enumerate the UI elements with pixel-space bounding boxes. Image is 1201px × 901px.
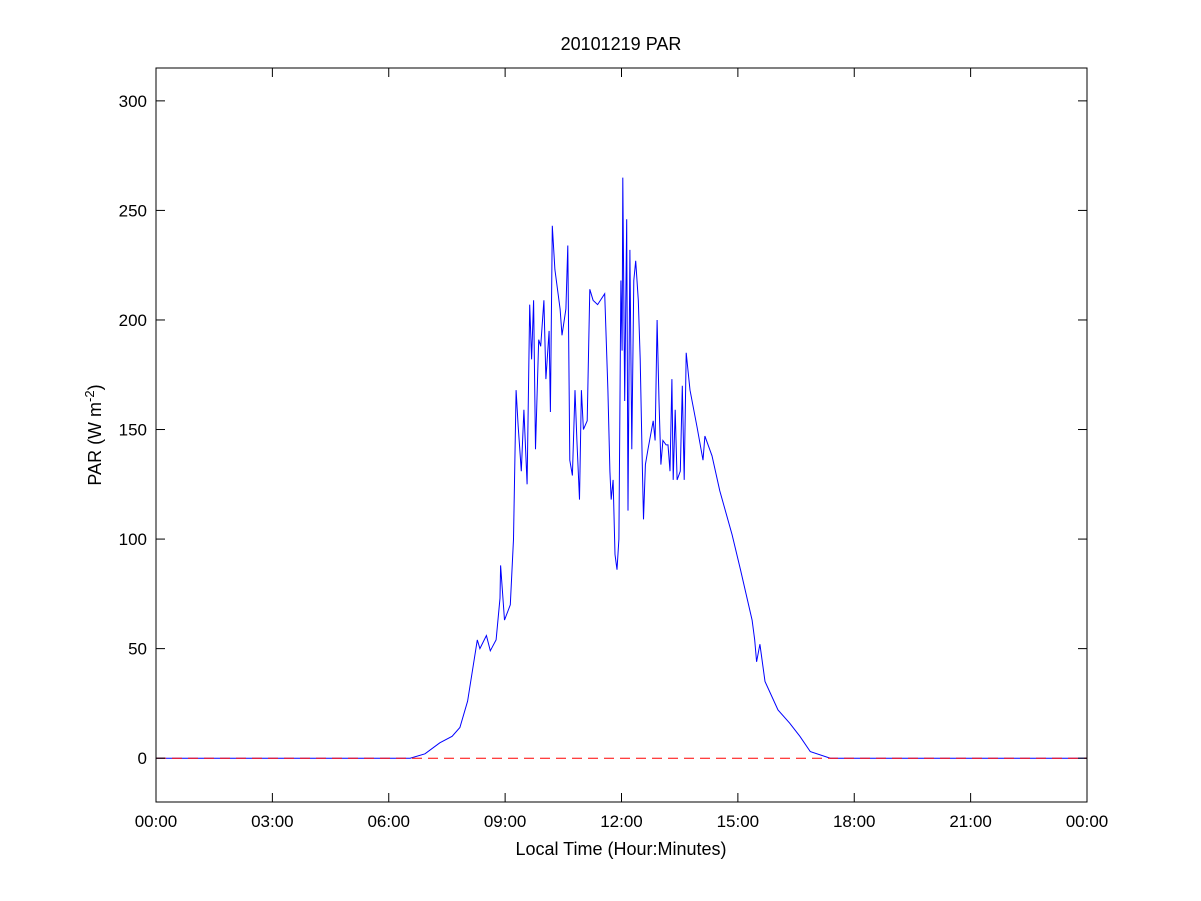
ticks: 00:00 03:00 06:00 09:00 12:00 15:00 18:00 21:00… bbox=[119, 68, 1109, 831]
y-tick-label: 250 bbox=[119, 201, 147, 220]
y-axis-label: PAR (W m-2) bbox=[82, 384, 105, 485]
y-tick-label: 200 bbox=[119, 311, 147, 330]
x-tick-label: 03:00 bbox=[251, 812, 294, 831]
y-tick-label: 50 bbox=[128, 640, 147, 659]
y-axis-label-text: PAR (W m bbox=[85, 402, 105, 486]
x-tick-label: 00:00 bbox=[135, 812, 178, 831]
x-axis-label: Local Time (Hour:Minutes) bbox=[515, 839, 726, 859]
x-tick-label: 09:00 bbox=[484, 812, 527, 831]
y-tick-label: 0 bbox=[138, 749, 147, 768]
plot-area bbox=[156, 177, 1087, 759]
y-tick-label: 150 bbox=[119, 421, 147, 440]
y-tick-label: 100 bbox=[119, 530, 147, 549]
x-tick-label: 00:00 bbox=[1066, 812, 1109, 831]
y-axis-label-exponent: -2 bbox=[82, 390, 97, 402]
y-axis-label-close: ) bbox=[85, 384, 105, 390]
x-tick-label: 21:00 bbox=[949, 812, 992, 831]
chart-title: 20101219 PAR bbox=[561, 34, 682, 54]
par-series-line bbox=[156, 177, 1087, 759]
axes-box bbox=[155, 67, 1088, 803]
x-tick-label: 18:00 bbox=[833, 812, 876, 831]
x-tick-label: 06:00 bbox=[367, 812, 410, 831]
x-tick-label: 12:00 bbox=[600, 812, 643, 831]
x-tick-label: 15:00 bbox=[717, 812, 760, 831]
y-tick-label: 300 bbox=[119, 92, 147, 111]
